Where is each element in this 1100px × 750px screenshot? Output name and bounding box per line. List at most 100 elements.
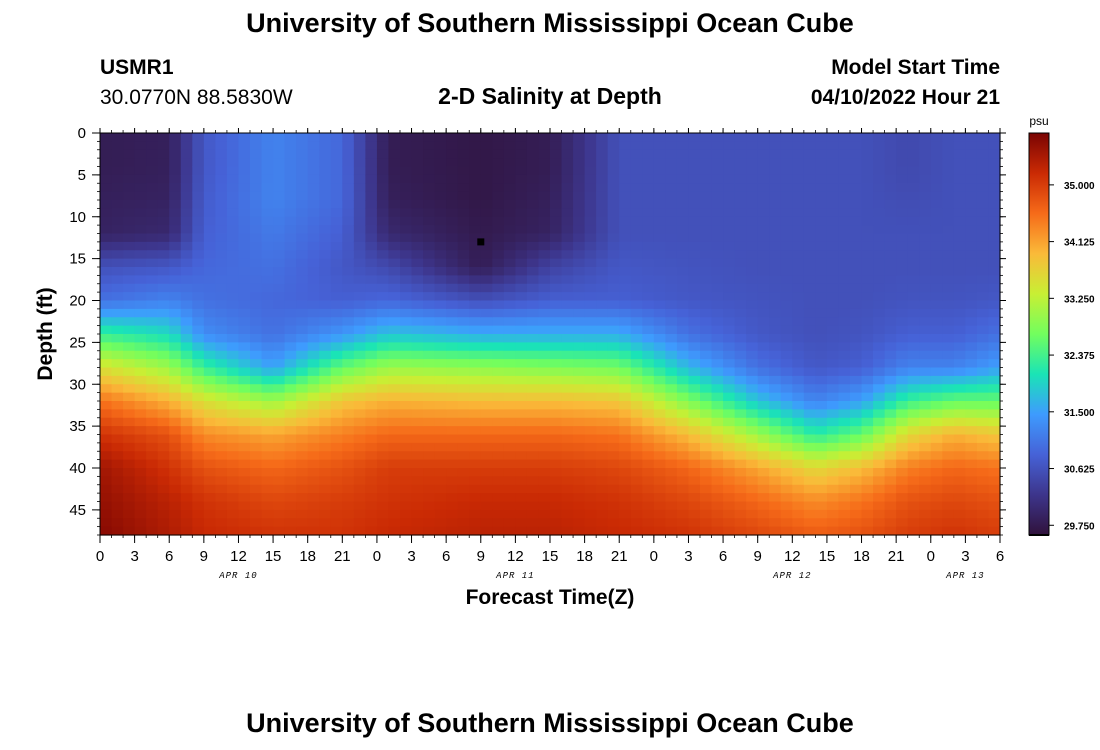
- heatmap-cell: [538, 518, 551, 528]
- heatmap-cell: [307, 334, 320, 343]
- heatmap-cell: [942, 325, 955, 335]
- heatmap-cell: [642, 392, 655, 402]
- heatmap-cell: [111, 334, 124, 343]
- location-marker: [477, 238, 485, 246]
- heatmap-cell: [700, 509, 713, 519]
- heatmap-cell: [388, 384, 401, 394]
- y-tick-label: 30: [69, 376, 86, 393]
- heatmap-cell: [607, 241, 620, 251]
- heatmap-cell: [423, 375, 436, 385]
- heatmap-cell: [123, 342, 136, 352]
- heatmap-cell: [815, 401, 828, 410]
- heatmap-cell: [965, 241, 978, 251]
- heatmap-cell: [826, 409, 840, 419]
- heatmap-cell: [561, 166, 574, 176]
- heatmap-cell: [284, 350, 297, 360]
- heatmap-cell: [861, 233, 874, 243]
- heatmap-cell: [284, 484, 297, 494]
- heatmap-cell: [896, 191, 909, 201]
- heatmap-cell: [284, 325, 297, 335]
- heatmap-cell: [953, 250, 966, 260]
- heatmap-cell: [365, 158, 378, 168]
- heatmap-cell: [734, 216, 747, 226]
- heatmap-cell: [757, 501, 770, 511]
- heatmap-cell: [653, 308, 666, 318]
- heatmap-cell: [838, 292, 851, 302]
- heatmap-cell: [157, 409, 170, 419]
- heatmap-cell: [261, 518, 274, 528]
- heatmap-cell: [757, 426, 770, 436]
- heatmap-cell: [907, 367, 920, 377]
- heatmap-cell: [780, 258, 793, 268]
- heatmap-cell: [596, 225, 609, 235]
- heatmap-cell: [215, 442, 228, 452]
- heatmap-cell: [342, 442, 355, 452]
- heatmap-cell: [330, 149, 343, 159]
- heatmap-cell: [815, 233, 828, 243]
- heatmap-cell: [515, 133, 528, 142]
- heatmap-cell: [365, 334, 378, 343]
- heatmap-cell: [907, 308, 920, 318]
- heatmap-cell: [376, 141, 390, 151]
- heatmap-cell: [134, 174, 147, 184]
- heatmap-cell: [630, 392, 643, 402]
- heatmap-cell: [884, 509, 897, 519]
- heatmap-cell: [434, 317, 447, 327]
- heatmap-cell: [157, 426, 170, 436]
- heatmap-cell: [665, 417, 678, 427]
- heatmap-cell: [100, 451, 113, 461]
- heatmap-cell: [365, 325, 378, 335]
- heatmap-cell: [307, 267, 320, 276]
- heatmap-cell: [134, 468, 147, 477]
- heatmap-cell: [307, 241, 320, 251]
- heatmap-cell: [330, 300, 343, 310]
- heatmap-cell: [688, 191, 701, 201]
- heatmap-cell: [376, 526, 390, 536]
- heatmap-cell: [550, 325, 563, 335]
- heatmap-cell: [192, 501, 205, 511]
- heatmap-cell: [896, 367, 909, 377]
- heatmap-cell: [526, 459, 540, 469]
- heatmap-cell: [630, 283, 643, 293]
- heatmap-cell: [526, 225, 540, 235]
- heatmap-cell: [607, 509, 620, 519]
- heatmap-cell: [642, 384, 655, 394]
- heatmap-cell: [930, 200, 943, 209]
- heatmap-cell: [700, 468, 713, 477]
- heatmap-cell: [953, 292, 966, 302]
- heatmap-cell: [826, 250, 840, 260]
- heatmap-cell: [676, 216, 690, 226]
- heatmap-cell: [411, 334, 424, 343]
- heatmap-cell: [123, 267, 136, 276]
- heatmap-cell: [134, 200, 147, 209]
- heatmap-cell: [330, 375, 343, 385]
- heatmap-cell: [123, 526, 136, 536]
- heatmap-cell: [457, 493, 470, 503]
- heatmap-cell: [388, 241, 401, 251]
- heatmap-cell: [861, 183, 874, 193]
- heatmap-cell: [607, 468, 620, 477]
- heatmap-cell: [792, 375, 805, 385]
- heatmap-cell: [319, 325, 332, 335]
- heatmap-cell: [180, 267, 193, 276]
- heatmap-cell: [653, 158, 666, 168]
- heatmap-cell: [550, 451, 563, 461]
- heatmap-cell: [296, 334, 309, 343]
- heatmap-cell: [319, 258, 332, 268]
- heatmap-cell: [873, 434, 886, 444]
- heatmap-cell: [342, 484, 355, 494]
- heatmap-cell: [250, 292, 263, 302]
- heatmap-cell: [319, 484, 332, 494]
- heatmap-cell: [492, 484, 505, 494]
- heatmap-cell: [284, 149, 297, 159]
- heatmap-cell: [873, 334, 886, 343]
- heatmap-cell: [261, 283, 274, 293]
- heatmap-cell: [480, 133, 493, 142]
- heatmap-cell: [723, 250, 736, 260]
- heatmap-cell: [503, 359, 516, 369]
- heatmap-cell: [250, 367, 263, 377]
- heatmap-cell: [238, 459, 251, 469]
- heatmap-cell: [226, 509, 240, 519]
- heatmap-cell: [780, 476, 793, 486]
- heatmap-cell: [734, 300, 747, 310]
